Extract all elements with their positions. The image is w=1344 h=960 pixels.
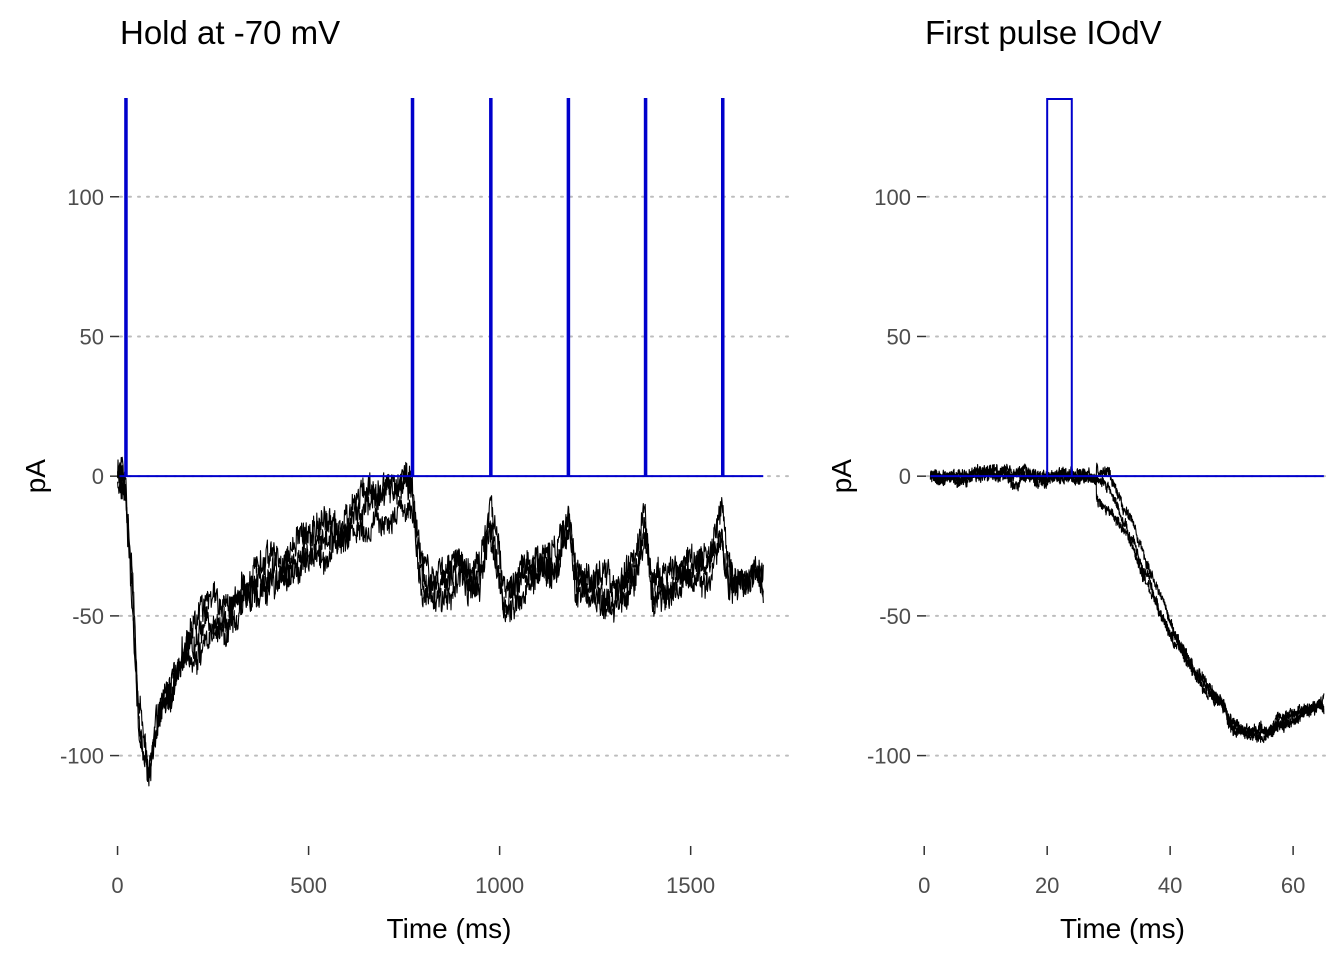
x-axis-label: Time (ms) <box>1060 913 1185 944</box>
y-tick-label: -100 <box>60 744 104 769</box>
current-traces <box>117 456 764 787</box>
x-axis-label: Time (ms) <box>387 913 512 944</box>
x-tick-label: 1500 <box>666 873 715 898</box>
y-tick-label: 0 <box>92 464 104 489</box>
y-tick-label: 100 <box>874 185 911 210</box>
x-tick-label: 60 <box>1281 873 1305 898</box>
x-tick-label: 20 <box>1035 873 1059 898</box>
x-tick-label: 0 <box>111 873 123 898</box>
current-trace <box>117 456 764 779</box>
current-trace <box>117 474 764 781</box>
chart-title: Hold at -70 mV <box>120 14 340 51</box>
current-trace <box>117 465 764 787</box>
y-tick-label: -50 <box>72 604 104 629</box>
stimulus-pulse <box>489 97 493 477</box>
stimulus-pulse <box>566 97 571 477</box>
x-tick-label: 1000 <box>475 873 524 898</box>
stimulus-pulse <box>124 97 128 477</box>
x-tick-label: 40 <box>1158 873 1182 898</box>
stimulus-pulse <box>643 97 648 477</box>
stimulus-pulse <box>720 97 725 477</box>
y-axis-label: pA <box>20 459 51 494</box>
y-tick-label: 0 <box>899 464 911 489</box>
y-tick-label: 50 <box>887 324 911 349</box>
panel-first-pulse: First pulse IOdV -100 -50 0 50 100 0 20 40 60 Time… <box>826 14 1331 944</box>
x-tick-label: 500 <box>290 873 327 898</box>
stimulus-pulse <box>410 97 415 477</box>
stimulus-pulse <box>1046 97 1073 477</box>
stimulus-trace <box>930 97 1324 478</box>
current-trace <box>929 463 1325 744</box>
current-traces <box>929 462 1325 744</box>
chart-title: First pulse IOdV <box>925 14 1162 51</box>
y-tick-label: 100 <box>67 185 104 210</box>
current-trace <box>929 463 1325 740</box>
stimulus-trace <box>119 97 764 478</box>
current-trace <box>929 462 1325 741</box>
y-tick-label: -50 <box>879 604 911 629</box>
x-tick-label: 0 <box>918 873 930 898</box>
y-axis-label: pA <box>826 459 857 494</box>
y-tick-label: -100 <box>867 744 911 769</box>
y-tick-label: 50 <box>80 324 104 349</box>
